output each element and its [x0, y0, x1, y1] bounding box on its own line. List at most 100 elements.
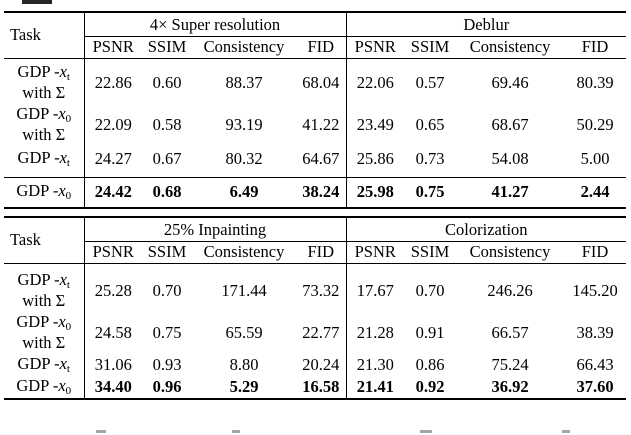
table-row: GDP -xt with Σ 25.28 0.70 171.44 73.32 17…	[4, 270, 626, 312]
cell-ssim: 0.70	[152, 280, 182, 300]
cell-psnr: 21.30	[356, 354, 394, 374]
cell-psnr: 24.58	[94, 322, 132, 342]
cell-fid: 2.44	[580, 182, 610, 202]
table-row-best: GDP -x0 24.42 0.68 6.49 38.24 25.98 0.75…	[4, 177, 627, 208]
cell-ssim: 0.68	[152, 182, 182, 202]
cell-ssim: 0.86	[415, 354, 445, 374]
col-fid: FID	[296, 241, 347, 264]
cropped-caption-remnant	[0, 430, 631, 435]
cell-psnr: 24.42	[94, 182, 132, 202]
cell-fid: 80.39	[576, 72, 614, 92]
table-2-column-header-row: PSNR SSIM Consistency FID PSNR SSIM Cons…	[4, 241, 626, 264]
col-psnr: PSNR	[354, 242, 396, 262]
cell-fid: 5.00	[580, 148, 610, 168]
cell-consistency: 171.44	[221, 280, 267, 300]
col-fid: FID	[581, 242, 609, 262]
cell-psnr: 25.86	[356, 148, 394, 168]
cell-consistency: 6.49	[229, 182, 259, 202]
cell-psnr: 22.86	[94, 72, 132, 92]
cell-psnr: 34.40	[94, 376, 132, 396]
cell-fid: 145.20	[572, 280, 618, 300]
col-fid: FID	[296, 36, 347, 59]
cell-psnr: 24.27	[94, 148, 132, 168]
cell-ssim: 0.65	[415, 114, 445, 134]
cell-consistency: 54.08	[491, 148, 529, 168]
col-ssim: SSIM	[410, 37, 450, 57]
col-psnr: PSNR	[92, 242, 134, 262]
table-1-column-header-row: PSNR SSIM Consistency FID PSNR SSIM Cons…	[4, 36, 626, 59]
cell-psnr: 17.67	[356, 280, 394, 300]
cell-consistency: 65.59	[225, 322, 263, 342]
task-header: Task	[4, 217, 85, 264]
cell-fid: 20.24	[296, 354, 347, 376]
col-consistency: Consistency	[469, 242, 551, 262]
method-cell: GDP -xt with Σ	[4, 270, 85, 312]
cell-ssim: 0.57	[415, 72, 445, 92]
table-2-group-header-row: Task 25% Inpainting Colorization	[4, 217, 627, 264]
cell-psnr: 25.98	[356, 182, 394, 202]
method-cell: GDP -x0 with Σ	[4, 312, 85, 354]
cell-ssim: 0.96	[152, 376, 182, 396]
cell-fid: 16.58	[296, 376, 347, 399]
col-psnr: PSNR	[92, 37, 134, 57]
cell-psnr: 21.41	[356, 376, 394, 396]
cell-psnr: 23.49	[356, 114, 394, 134]
cell-consistency: 41.27	[491, 182, 529, 202]
cell-fid: 73.32	[296, 270, 347, 312]
cell-ssim: 0.92	[415, 376, 445, 396]
method-cell: GDP -xt	[4, 146, 85, 172]
method-cell: GDP -x0	[4, 376, 85, 399]
col-ssim: SSIM	[147, 242, 187, 262]
cell-ssim: 0.70	[415, 280, 445, 300]
table-row: GDP -xt 24.27 0.67 80.32 64.67 25.86 0.7…	[4, 146, 626, 172]
cell-ssim: 0.91	[415, 322, 445, 342]
col-fid: FID	[581, 37, 609, 57]
cell-fid: 68.04	[296, 62, 347, 104]
results-table-1: Task 4× Super resolution Deblur PSNR SSI…	[4, 11, 627, 209]
cell-ssim: 0.75	[152, 322, 182, 342]
cell-consistency: 66.57	[491, 322, 529, 342]
cell-fid: 22.77	[296, 312, 347, 354]
cell-fid: 37.60	[576, 376, 614, 396]
cell-ssim: 0.60	[152, 72, 182, 92]
method-cell: GDP -xt with Σ	[4, 62, 85, 104]
table-row: GDP -xt 31.06 0.93 8.80 20.24 21.30 0.86…	[4, 354, 626, 376]
cell-consistency: 69.46	[491, 72, 529, 92]
col-consistency: Consistency	[203, 242, 285, 262]
results-tables: Task 4× Super resolution Deblur PSNR SSI…	[4, 0, 627, 400]
task-header: Task	[4, 12, 85, 59]
col-consistency: Consistency	[469, 37, 551, 57]
group-header-super-resolution: 4× Super resolution	[84, 12, 347, 37]
col-psnr: PSNR	[354, 37, 396, 57]
method-cell: GDP -x0 with Σ	[4, 104, 85, 146]
group-header-deblur: Deblur	[346, 12, 627, 37]
cell-consistency: 8.80	[229, 354, 259, 374]
cropped-caption-remnant	[0, 0, 631, 6]
cell-consistency: 36.92	[491, 376, 529, 396]
table-row: GDP -x0 with Σ 24.58 0.75 65.59 22.77 21.…	[4, 312, 626, 354]
cell-psnr: 21.28	[356, 322, 394, 342]
cell-consistency: 246.26	[487, 280, 533, 300]
cell-psnr: 25.28	[94, 280, 132, 300]
table-row: GDP -xt with Σ 22.86 0.60 88.37 68.04 22.…	[4, 62, 626, 104]
table-1-group-header-row: Task 4× Super resolution Deblur	[4, 12, 627, 59]
cell-consistency: 75.24	[491, 354, 529, 374]
table-row: GDP -x0 with Σ 22.09 0.58 93.19 41.22 23.…	[4, 104, 626, 146]
cell-consistency: 93.19	[225, 114, 263, 134]
method-cell: GDP -xt	[4, 354, 85, 376]
cell-ssim: 0.75	[415, 182, 445, 202]
cell-ssim: 0.93	[152, 354, 182, 374]
cell-fid: 38.39	[576, 322, 614, 342]
cell-consistency: 80.32	[225, 148, 263, 168]
table-row-best: GDP -x0 34.40 0.96 5.29 16.58 21.41 0.92…	[4, 376, 627, 399]
cell-psnr: 31.06	[94, 354, 132, 374]
cell-fid: 50.29	[576, 114, 614, 134]
cell-consistency: 88.37	[225, 72, 263, 92]
col-consistency: Consistency	[203, 37, 285, 57]
col-ssim: SSIM	[410, 242, 450, 262]
cell-fid: 38.24	[296, 177, 347, 208]
cell-ssim: 0.58	[152, 114, 182, 134]
cell-fid: 66.43	[576, 354, 614, 374]
cell-psnr: 22.09	[94, 114, 132, 134]
cell-consistency: 5.29	[229, 376, 259, 396]
